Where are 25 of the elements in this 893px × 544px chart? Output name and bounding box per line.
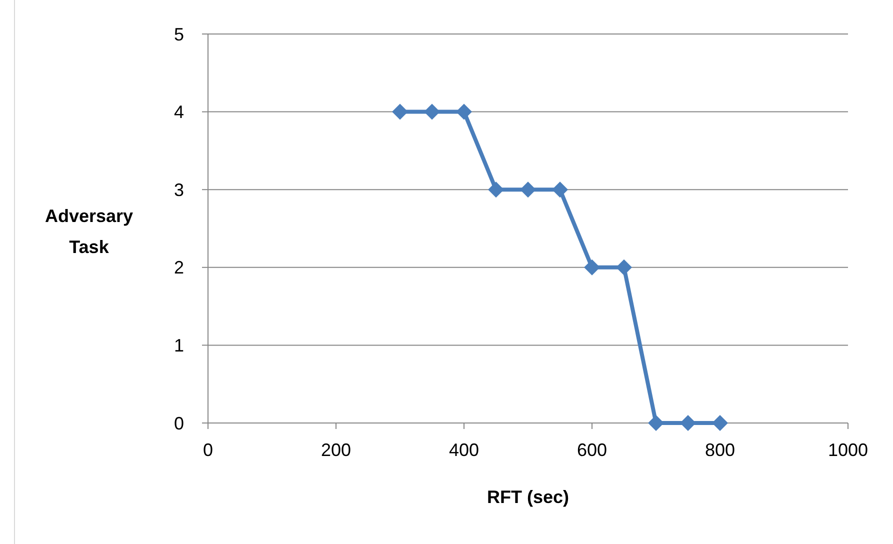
point [552,182,568,198]
point [456,104,472,120]
x-tick-label: 0 [202,440,214,460]
x-tick-label: 400 [448,440,480,460]
point [488,182,504,198]
x-axis-title: RFT (sec) [486,487,570,507]
y-axis-title: Adversary Task [44,206,134,257]
point [584,259,600,276]
y-tick-label: 5 [174,24,184,44]
point [616,259,632,276]
y-tick-label: 1 [174,336,184,356]
y-tick-label: 3 [174,180,184,200]
y-tick-label: 2 [174,258,184,278]
point [712,415,728,431]
x-tick-label: 1000 [828,440,868,460]
x-tick-label: 200 [320,440,352,460]
point [424,104,440,120]
x-tick-label: 600 [576,440,608,460]
point [680,415,696,431]
x-tick-label: 800 [704,440,736,460]
point [392,104,408,120]
y-tick-label: 4 [174,102,184,122]
point [520,182,536,198]
point [648,415,664,431]
y-tick-label: 0 [174,413,184,434]
